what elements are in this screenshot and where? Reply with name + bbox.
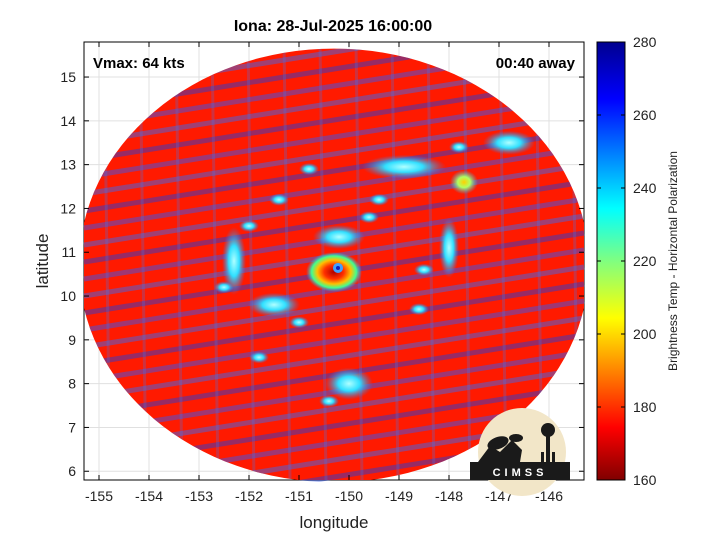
feature-north-cell [483, 130, 535, 155]
y-tick-label: 6 [68, 463, 76, 479]
scan-streak [498, 48, 508, 481]
feature-northeast-cell [450, 170, 478, 195]
x-tick-label: -153 [185, 488, 213, 504]
feature-southwest-band [248, 292, 300, 317]
convective-blob [449, 141, 469, 154]
x-axis-label: longitude [299, 513, 368, 532]
cimss-logo: CIMSS [470, 408, 570, 496]
scan-streak [210, 48, 220, 481]
convective-blob [299, 163, 319, 176]
vmax-annotation: Vmax: 64 kts [93, 55, 185, 72]
convective-blob [269, 193, 289, 206]
scan-streak [462, 48, 472, 481]
x-tick-label: -146 [535, 488, 563, 504]
y-tick-label: 12 [60, 200, 76, 216]
scan-streak [83, 298, 585, 384]
colorbar-tick-label: 220 [633, 253, 657, 269]
x-tick-label: -150 [335, 488, 363, 504]
y-tick-label: 15 [60, 69, 76, 85]
convective-blob [249, 351, 269, 364]
x-tick-label: -149 [385, 488, 413, 504]
convective-blob [409, 303, 429, 316]
y-tick-label: 14 [60, 113, 76, 129]
convective-blob [239, 219, 259, 232]
feature-eyewall [306, 251, 362, 292]
colorbar-tick-label: 260 [633, 107, 657, 123]
scan-streak [83, 111, 585, 197]
scan-streak [354, 48, 364, 481]
x-tick-label: -151 [285, 488, 313, 504]
scan-streak [83, 264, 585, 350]
colorbar-ticks: 160 180 200 220 240 260 280 [597, 34, 657, 488]
y-tick-label: 8 [68, 376, 76, 392]
scan-streak [246, 48, 256, 481]
feature-west-band [222, 227, 246, 295]
scan-streak [83, 281, 585, 367]
colorbar-tick-label: 240 [633, 180, 657, 196]
chart-title: Iona: 28-Jul-2025 16:00:00 [234, 18, 432, 35]
y-tick-label: 9 [68, 332, 76, 348]
convective-blob [359, 211, 379, 224]
convective-blob [214, 281, 234, 294]
scan-streak [282, 48, 292, 481]
scan-streak [426, 48, 436, 481]
convective-blob [369, 193, 389, 206]
scan-streak [83, 145, 585, 231]
y-axis-ticks: 6 7 8 9 10 11 12 13 14 15 [60, 69, 584, 479]
scan-streak [83, 179, 585, 265]
feature-inner-band-north [313, 224, 365, 249]
scan-streak [174, 48, 184, 481]
feature-south-cluster [325, 367, 373, 400]
scan-streak [83, 162, 585, 248]
scan-streak [83, 315, 585, 401]
y-axis-label: latitude [33, 234, 52, 289]
y-tick-label: 7 [68, 419, 76, 435]
x-tick-label: -155 [85, 488, 113, 504]
colorbar-tick-label: 160 [633, 472, 657, 488]
scan-streak [390, 48, 400, 481]
y-tick-label: 10 [60, 288, 76, 304]
x-tick-label: -148 [435, 488, 463, 504]
time-away-annotation: 00:40 away [496, 55, 576, 72]
feature-east-band [439, 217, 459, 278]
x-tick-label: -154 [135, 488, 163, 504]
feature-outer-band-northeast [362, 154, 446, 179]
colorbar [596, 41, 626, 481]
colorbar-label: Brightness Temp - Horizontal Polarizatio… [666, 151, 680, 371]
scan-streak [83, 94, 585, 180]
convective-blob [414, 263, 434, 276]
swath-group [83, 48, 585, 483]
eye-core [336, 265, 340, 270]
y-tick-label: 11 [61, 244, 76, 260]
x-tick-label: -152 [235, 488, 263, 504]
colorbar-tick-label: 280 [633, 34, 657, 50]
cimss-logo-text: CIMSS [493, 467, 548, 479]
colorbar-tick-label: 180 [633, 399, 657, 415]
convective-blob [319, 395, 339, 408]
convective-blob [289, 316, 309, 329]
colorbar-tick-label: 200 [633, 326, 657, 342]
convective-features [214, 130, 535, 408]
y-tick-label: 13 [60, 157, 76, 173]
